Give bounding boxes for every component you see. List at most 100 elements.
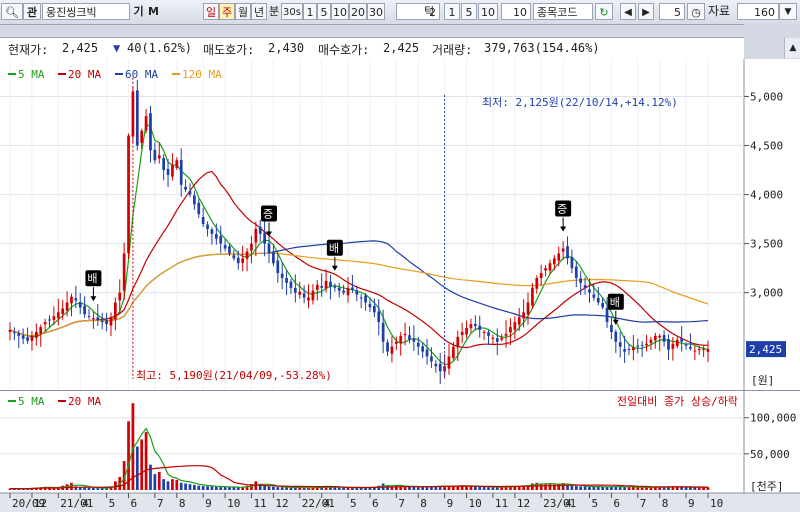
volume-bar [588, 486, 591, 490]
minute-5-button[interactable]: 5 [317, 3, 331, 20]
event-marker-box [85, 270, 102, 287]
volume-bar [214, 486, 218, 490]
volume-label: 거래량: [432, 43, 473, 57]
volume-bar [460, 485, 464, 490]
volume-bar [627, 487, 631, 490]
date-tick-label: 8 [662, 497, 669, 510]
chevron-down-icon[interactable]: ▼ [779, 3, 797, 20]
price-tick-label: 3,000 [750, 287, 783, 300]
volume-bar [149, 464, 152, 490]
bid-label: 매수호가: [318, 43, 370, 57]
candle-body [412, 338, 416, 342]
volume-bar [517, 485, 521, 490]
tick-5-button[interactable]: 5 [461, 3, 477, 20]
candle-body [574, 266, 578, 278]
minute-30-button[interactable]: 30 [367, 3, 385, 20]
volume-bar [447, 486, 451, 490]
minute-20-button[interactable]: 20 [349, 3, 367, 20]
volume-bar [583, 486, 587, 490]
candle-body [21, 335, 25, 339]
volume-bar [640, 487, 644, 490]
period-day-button[interactable]: 일 [203, 3, 219, 20]
period-week-button[interactable]: 주 [219, 3, 235, 20]
date-tick-label: 6 [131, 497, 138, 510]
volume-bar [557, 484, 561, 490]
stock-type-button[interactable]: 관 [23, 3, 41, 20]
tick-1-button[interactable]: 1 [444, 3, 460, 20]
candle-body [201, 217, 205, 224]
stock-name-input[interactable]: 웅진씽크빅 [42, 3, 130, 20]
candle-body [272, 251, 275, 264]
volume-bar [482, 486, 486, 490]
volume-bar [293, 487, 297, 490]
candle-body [26, 337, 29, 341]
right-strip [744, 24, 800, 38]
volume-axis-bg [744, 390, 800, 493]
volume-bar [452, 486, 455, 490]
volume-bar [645, 487, 648, 490]
tick-input[interactable]: 2 [396, 3, 440, 20]
volume-legend-label: 20 MA [68, 395, 101, 408]
candle-body [109, 317, 113, 326]
candle-body [702, 349, 705, 351]
candle-body [460, 331, 464, 335]
price-tick-label: 4,500 [750, 140, 783, 153]
candle-body [689, 346, 692, 349]
tick-count-input[interactable]: 10 [501, 3, 531, 20]
magnifier-icon[interactable]: 🔍︎ [1, 3, 23, 20]
volume-bar [346, 487, 350, 490]
event-marker-box [326, 239, 343, 256]
volume-bar [276, 487, 280, 490]
volume-bar [329, 487, 332, 490]
minute-10-button[interactable]: 10 [331, 3, 349, 20]
candle-body [171, 165, 174, 177]
second-30-button[interactable]: 30s [281, 3, 303, 20]
down-arrow-icon: ▼ [113, 41, 121, 55]
candle-body [56, 312, 60, 319]
candle-body [175, 160, 179, 168]
price-unit-label: [원] [751, 374, 774, 387]
period-month-button[interactable]: 월 [235, 3, 251, 20]
volume-bar [478, 486, 482, 490]
candle-body [408, 335, 411, 340]
minute-1-button[interactable]: 1 [303, 3, 317, 20]
volume-bar [311, 487, 315, 490]
m-button[interactable]: M [148, 5, 159, 18]
stock-code-input[interactable]: 종목코드 [533, 3, 593, 20]
candle-body [8, 329, 12, 332]
candle-body [592, 294, 596, 298]
candle-body [531, 287, 534, 306]
scroll-up-icon[interactable]: ▲ [784, 38, 800, 58]
price-tick-label: 5,000 [750, 90, 783, 103]
candle-body [280, 273, 284, 278]
date-tick-label: 12 [517, 497, 530, 510]
event-marker-label: 배 [329, 242, 339, 255]
date-tick-label: 5 [591, 497, 598, 510]
volume-bar [539, 484, 543, 490]
volume-bar [70, 482, 73, 490]
volume-bar [592, 486, 596, 490]
volume-bar [548, 483, 552, 490]
volume-bar [337, 487, 341, 490]
legend-label: 120 MA [182, 68, 222, 81]
price-axis-bg [744, 59, 800, 390]
candle-body [333, 286, 337, 288]
candle-body [610, 324, 613, 332]
gi-button[interactable]: 기 [133, 5, 144, 18]
candle-body [276, 260, 280, 274]
data-count-select[interactable]: 160 [737, 3, 779, 20]
next-arrow-icon[interactable]: ▶ [638, 3, 654, 20]
clock-icon[interactable]: ◷ [687, 3, 705, 20]
prev-arrow-icon[interactable]: ◀ [620, 3, 636, 20]
toolbar: 🔍︎ 관 웅진씽크빅 기 M 일 주 월 년 분 30s 1 5 10 20 3… [0, 0, 800, 25]
candle-body [188, 190, 192, 195]
period-year-button[interactable]: 년 [251, 3, 267, 20]
refresh-icon[interactable]: ↻ [595, 3, 613, 20]
tick-10-button[interactable]: 10 [478, 3, 498, 20]
price-tick-label: 4,000 [750, 189, 783, 202]
step-input[interactable]: 5 [659, 3, 685, 20]
volume-bar [443, 485, 446, 490]
candle-body [706, 349, 710, 352]
date-tick-label: 9 [447, 497, 454, 510]
volume-unit-label: [천주] [750, 479, 784, 493]
